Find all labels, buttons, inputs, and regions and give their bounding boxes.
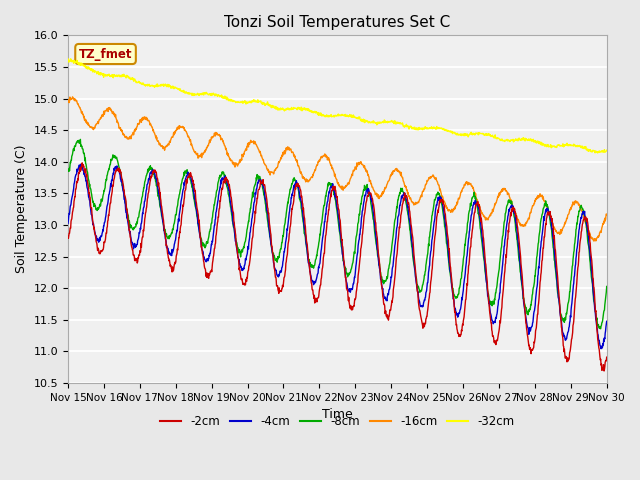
- X-axis label: Time: Time: [322, 408, 353, 421]
- Title: Tonzi Soil Temperatures Set C: Tonzi Soil Temperatures Set C: [224, 15, 451, 30]
- Y-axis label: Soil Temperature (C): Soil Temperature (C): [15, 145, 28, 274]
- Text: TZ_fmet: TZ_fmet: [79, 48, 132, 60]
- Legend: -2cm, -4cm, -8cm, -16cm, -32cm: -2cm, -4cm, -8cm, -16cm, -32cm: [156, 410, 520, 432]
